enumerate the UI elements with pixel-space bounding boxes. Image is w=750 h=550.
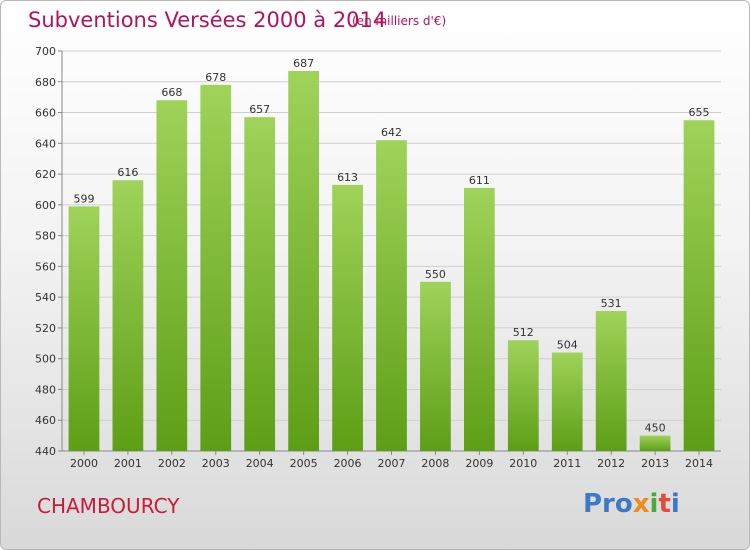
bar	[200, 84, 232, 451]
bar	[156, 100, 188, 451]
commune-name: CHAMBOURCY	[37, 494, 180, 518]
labels: 440 460 480 500 520 540 560 580 600 620 640 660 680 7…	[35, 45, 713, 470]
data-label: 599	[73, 192, 94, 205]
proxiti-logo: Proxiti	[583, 489, 680, 519]
bar	[420, 281, 451, 451]
y-tick-label: 540	[35, 291, 56, 304]
y-tick-label: 480	[35, 383, 56, 396]
bar	[683, 120, 715, 451]
y-tick-label: 640	[35, 137, 56, 150]
y-tick-label: 500	[35, 353, 56, 366]
chart-subtitle: (en milliers d'€)	[352, 14, 447, 28]
bar	[463, 187, 495, 451]
x-tick-label: 2002	[158, 457, 186, 470]
logo-part: t	[658, 489, 671, 519]
bar	[68, 206, 100, 451]
x-tick-label: 2009	[465, 457, 493, 470]
x-tick-label: 2000	[70, 457, 98, 470]
bar	[639, 435, 671, 451]
bar	[376, 140, 407, 451]
data-label: 613	[337, 171, 358, 184]
data-label: 611	[469, 174, 490, 187]
logo-part: Pro	[583, 489, 633, 519]
x-tick-label: 2010	[509, 457, 537, 470]
x-tick-label: 2012	[597, 457, 625, 470]
y-tick-label: 600	[35, 199, 56, 212]
bar	[244, 117, 276, 452]
y-tick-label: 440	[35, 445, 56, 458]
y-tick-label: 560	[35, 260, 56, 273]
y-tick-label: 520	[35, 322, 56, 335]
y-tick-label: 580	[35, 230, 56, 243]
bars	[68, 71, 715, 452]
data-label: 642	[381, 126, 402, 139]
y-tick-label: 620	[35, 168, 56, 181]
bar	[507, 340, 539, 451]
x-tick-label: 2007	[378, 457, 406, 470]
bar	[332, 184, 363, 451]
data-label: 655	[689, 106, 710, 119]
y-tick-label: 660	[35, 107, 56, 120]
data-label: 687	[293, 57, 314, 70]
data-label: 531	[601, 297, 622, 310]
x-tick-label: 2001	[114, 457, 142, 470]
x-tick-label: 2005	[290, 457, 318, 470]
bar	[288, 71, 320, 451]
x-tick-label: 2011	[553, 457, 581, 470]
logo-part: x	[632, 489, 650, 519]
x-tick-label: 2014	[685, 457, 713, 470]
x-tick-label: 2013	[641, 457, 669, 470]
data-label: 616	[117, 166, 138, 179]
x-tick-label: 2006	[334, 457, 362, 470]
logo-part: i	[670, 489, 680, 519]
data-label: 657	[249, 103, 270, 116]
y-tick-label: 460	[35, 414, 56, 427]
bar	[112, 180, 144, 451]
data-label: 678	[205, 71, 226, 84]
x-tick-label: 2003	[202, 457, 230, 470]
x-tick-label: 2008	[421, 457, 449, 470]
bar	[551, 352, 583, 451]
chart-title: Subventions Versées 2000 à 2014	[28, 8, 387, 32]
data-label: 550	[425, 268, 446, 281]
x-tick-label: 2004	[246, 457, 274, 470]
data-label: 504	[557, 339, 578, 352]
data-label: 668	[161, 86, 182, 99]
data-label: 450	[645, 422, 666, 435]
y-tick-label: 680	[35, 76, 56, 89]
bar	[595, 311, 627, 451]
data-label: 512	[513, 326, 534, 339]
y-tick-label: 700	[35, 45, 56, 58]
logo-part: i	[649, 489, 659, 519]
